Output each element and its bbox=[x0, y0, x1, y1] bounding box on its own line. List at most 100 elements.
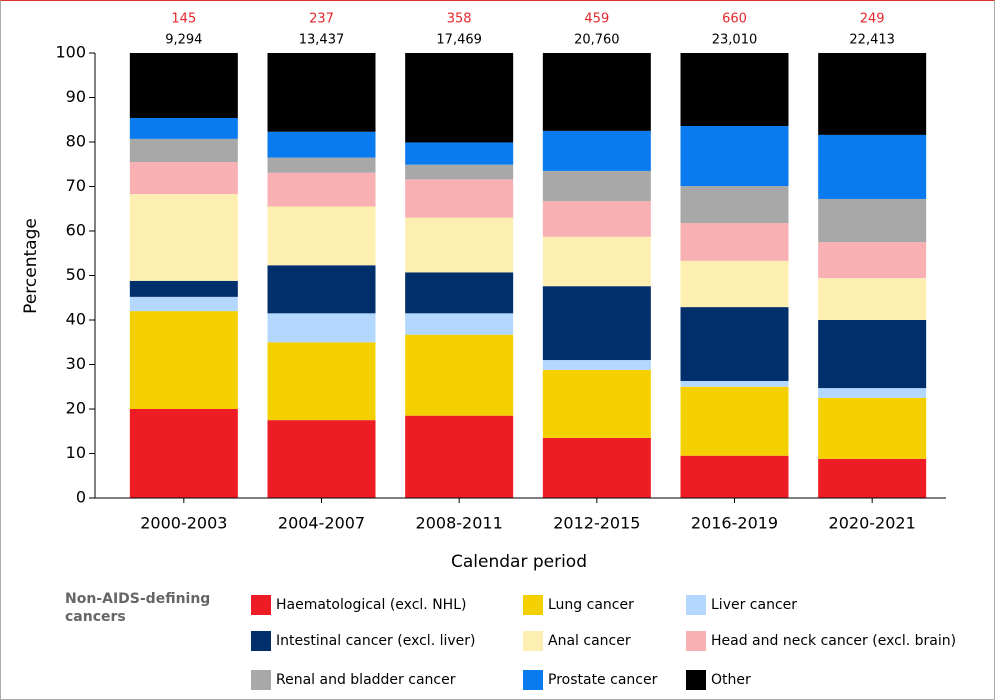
bar-segment bbox=[542, 286, 651, 361]
bar-segment bbox=[542, 170, 651, 202]
bar-segment bbox=[267, 265, 376, 314]
bar-segment bbox=[680, 380, 789, 387]
legend-swatch bbox=[686, 631, 706, 651]
bar-segment bbox=[405, 415, 514, 498]
bar-segment bbox=[129, 117, 238, 139]
bar-segment bbox=[542, 53, 651, 131]
x-axis-title: Calendar period bbox=[451, 552, 587, 572]
bar-segment bbox=[542, 130, 651, 171]
total-count: 9,294 bbox=[165, 33, 202, 48]
legend-label: Liver cancer bbox=[711, 597, 797, 613]
bar-segment bbox=[405, 53, 514, 143]
bar-segment bbox=[818, 134, 927, 199]
legend-label: Prostate cancer bbox=[548, 672, 658, 688]
bar-segment bbox=[267, 342, 376, 421]
x-tick-label: 2000-2003 bbox=[140, 514, 227, 533]
bar-segment bbox=[542, 236, 651, 287]
legend-label: Anal cancer bbox=[548, 633, 631, 649]
bar-segment bbox=[129, 409, 238, 498]
bar-segment bbox=[405, 272, 514, 314]
bar-segment bbox=[129, 53, 238, 118]
total-count: 22,413 bbox=[849, 33, 895, 48]
y-tick-label: 20 bbox=[66, 399, 86, 418]
y-tick-label: 50 bbox=[66, 265, 86, 284]
bar-segment bbox=[680, 386, 789, 456]
bar-segment bbox=[680, 307, 789, 381]
bar-segment bbox=[680, 222, 789, 261]
bar-segment bbox=[267, 313, 376, 343]
x-tick-label: 2012-2015 bbox=[553, 514, 640, 533]
bar-segment bbox=[267, 172, 376, 207]
bar-segment bbox=[129, 311, 238, 409]
legend-swatch bbox=[251, 670, 271, 690]
event-count: 358 bbox=[447, 12, 472, 27]
bar-segment bbox=[405, 334, 514, 416]
total-count: 17,469 bbox=[436, 33, 482, 48]
total-count: 20,760 bbox=[574, 33, 620, 48]
bar-segment bbox=[818, 320, 927, 389]
bar-segment bbox=[267, 131, 376, 158]
bar-segment bbox=[542, 201, 651, 237]
legend-label: Haematological (excl. NHL) bbox=[276, 597, 466, 613]
bar-segment bbox=[542, 360, 651, 370]
bar-segment bbox=[680, 186, 789, 223]
bar-segment bbox=[129, 296, 238, 312]
bar-segment bbox=[129, 138, 238, 163]
event-count: 249 bbox=[860, 12, 885, 27]
bar-segment bbox=[405, 179, 514, 218]
bar-segment bbox=[405, 313, 514, 335]
y-tick-label: 70 bbox=[66, 176, 86, 195]
bar-segment bbox=[818, 458, 927, 498]
y-tick-label: 90 bbox=[66, 87, 86, 106]
legend-swatch bbox=[686, 670, 706, 690]
y-tick-label: 10 bbox=[66, 443, 86, 462]
bar-segment bbox=[405, 217, 514, 273]
bar-segment bbox=[542, 369, 651, 438]
y-tick-label: 0 bbox=[76, 488, 86, 507]
y-tick-label: 30 bbox=[66, 354, 86, 373]
y-tick-label: 100 bbox=[55, 43, 86, 62]
event-count: 145 bbox=[171, 12, 196, 27]
bar-segment bbox=[818, 53, 927, 135]
bar-segment bbox=[129, 162, 238, 195]
legend-swatch bbox=[523, 631, 543, 651]
legend-title: Non-AIDS-defining cancers bbox=[65, 591, 211, 625]
bar-segment bbox=[680, 260, 789, 308]
legend-swatch bbox=[251, 631, 271, 651]
x-tick-label: 2004-2007 bbox=[278, 514, 365, 533]
bar-segment bbox=[405, 164, 514, 180]
bar-segment bbox=[405, 142, 514, 165]
bar-segment bbox=[818, 278, 927, 320]
event-count: 237 bbox=[309, 12, 334, 27]
legend-swatch bbox=[251, 595, 271, 615]
bar-segment bbox=[818, 388, 927, 398]
legend-swatch bbox=[523, 670, 543, 690]
bar-segment bbox=[818, 198, 927, 243]
bar-segment bbox=[542, 437, 651, 498]
event-count: 459 bbox=[584, 12, 609, 27]
event-count: 660 bbox=[722, 12, 747, 27]
bar-segment bbox=[267, 206, 376, 266]
bar-segment bbox=[680, 53, 789, 126]
bar-segment bbox=[818, 397, 927, 459]
bar-segment bbox=[680, 125, 789, 187]
total-count: 23,010 bbox=[712, 33, 758, 48]
legend-label: Head and neck cancer (excl. brain) bbox=[711, 633, 956, 649]
bar-segment bbox=[267, 53, 376, 132]
bar-segment bbox=[129, 194, 238, 281]
y-tick-label: 60 bbox=[66, 221, 86, 240]
bar-segment bbox=[818, 242, 927, 279]
x-tick-label: 2016-2019 bbox=[691, 514, 778, 533]
legend-label: Lung cancer bbox=[548, 597, 634, 613]
x-tick-label: 2008-2011 bbox=[416, 514, 503, 533]
legend-label: Renal and bladder cancer bbox=[276, 672, 456, 688]
y-tick-label: 80 bbox=[66, 132, 86, 151]
x-tick-label: 2020-2021 bbox=[829, 514, 916, 533]
legend-swatch bbox=[686, 595, 706, 615]
total-count: 13,437 bbox=[299, 33, 345, 48]
bar-segment bbox=[129, 280, 238, 297]
y-axis-title: Percentage bbox=[21, 218, 41, 314]
legend-label: Intestinal cancer (excl. liver) bbox=[276, 633, 476, 649]
